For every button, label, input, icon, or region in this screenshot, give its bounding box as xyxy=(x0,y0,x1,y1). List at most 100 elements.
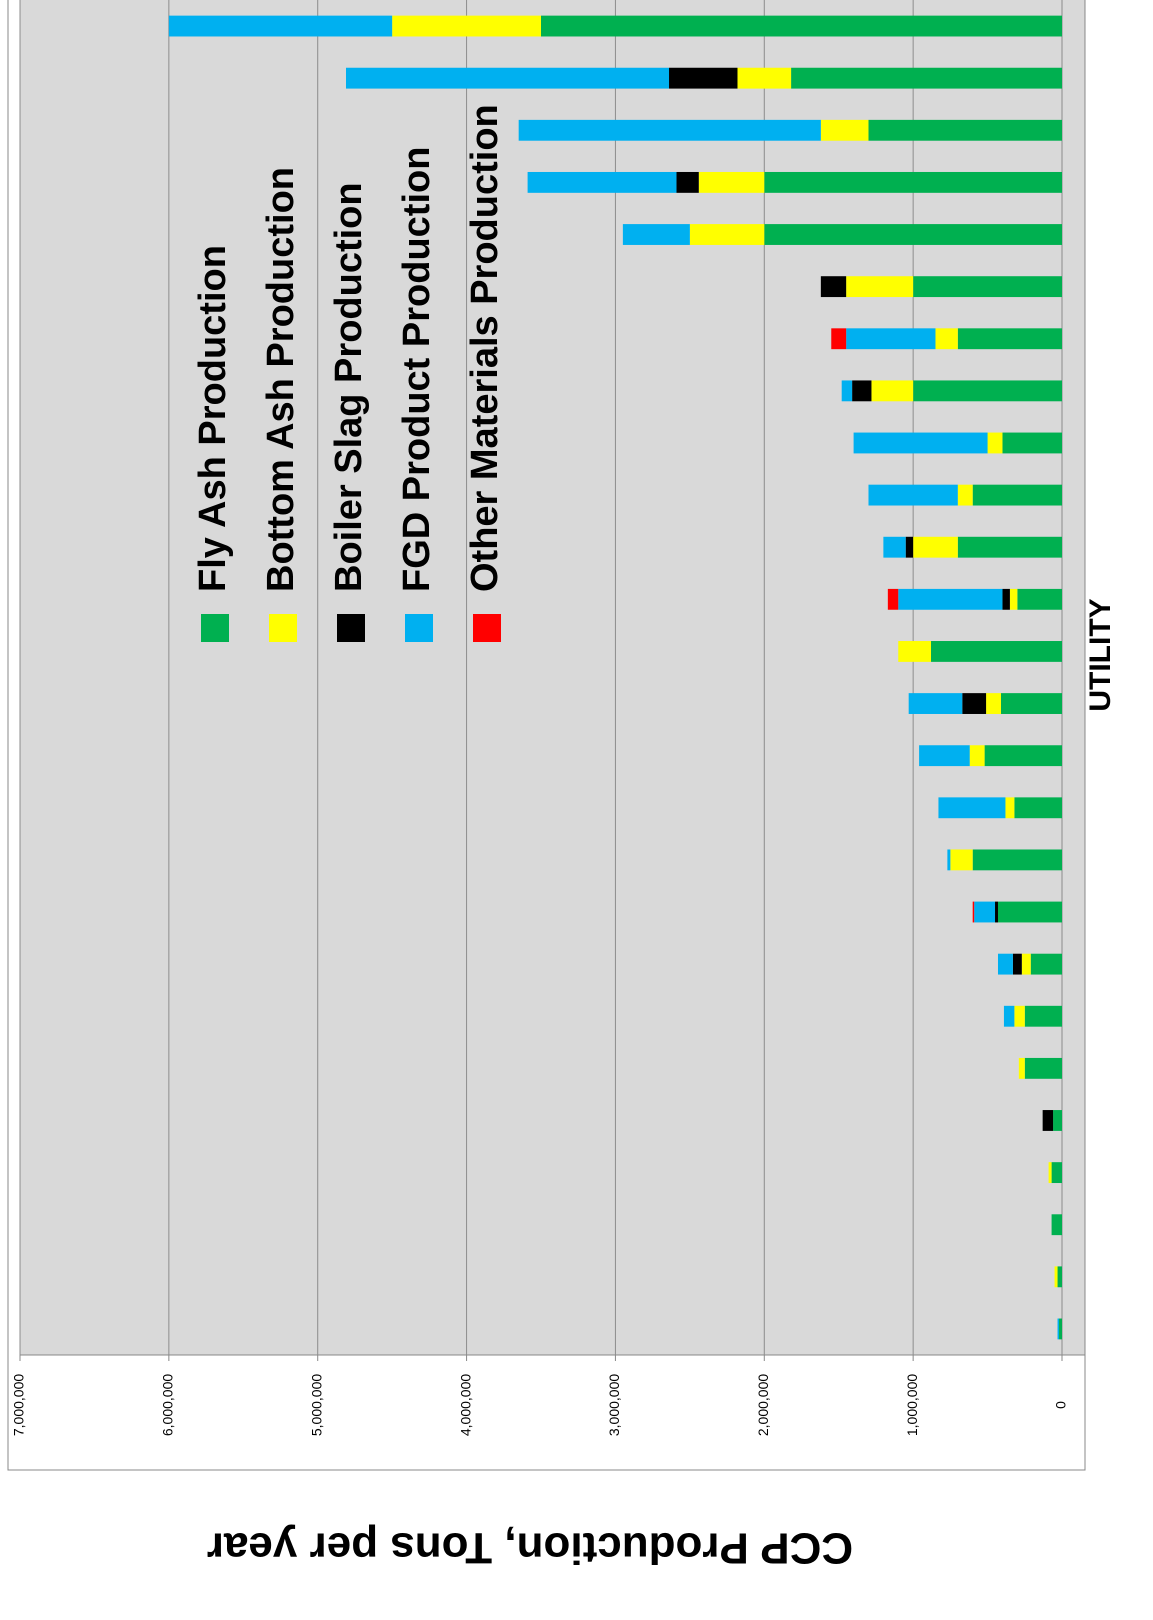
bar-segment xyxy=(905,536,914,558)
y-tick-label: 5,000,000 xyxy=(308,1374,324,1436)
bar-segment xyxy=(791,67,1062,89)
bar-segment xyxy=(883,536,906,558)
bar-segment xyxy=(831,328,847,350)
bar-segment xyxy=(913,380,1062,402)
bar-segment xyxy=(1059,1318,1062,1340)
bar-segment xyxy=(676,171,699,193)
bar-segment xyxy=(871,380,914,402)
bar-segment xyxy=(846,276,914,298)
bar-segment xyxy=(541,15,1062,37)
legend-label: Bottom Ash Production xyxy=(260,167,302,592)
y-tick-label: 4,000,000 xyxy=(457,1374,473,1436)
bar-segment xyxy=(947,849,951,871)
y-tick-label: 0 xyxy=(1053,1401,1069,1409)
bar-segment xyxy=(764,171,1062,193)
bar-segment xyxy=(852,380,872,402)
bar-segment xyxy=(972,484,1062,506)
bar-segment xyxy=(1005,797,1015,819)
bar-segment xyxy=(984,745,1062,767)
bar-segment xyxy=(345,67,670,89)
legend-label: Other Materials Production xyxy=(464,104,506,592)
bar-segment xyxy=(995,901,998,923)
bar-segment xyxy=(689,224,765,245)
y-tick-label: 7,000,000 xyxy=(11,1374,27,1436)
bar-segment xyxy=(1048,1162,1052,1184)
bar-segment xyxy=(1051,1214,1062,1236)
bar-segment xyxy=(950,849,973,871)
bar-segment xyxy=(1030,953,1062,975)
bar-segment xyxy=(846,328,936,350)
bar-segment xyxy=(1009,588,1018,610)
bar-segment xyxy=(698,171,765,193)
bar-segment xyxy=(1054,1266,1058,1288)
legend-swatch xyxy=(269,614,297,642)
bar-segment xyxy=(1021,953,1031,975)
bar-segment xyxy=(908,693,963,714)
bar-segment xyxy=(1017,588,1062,610)
y-tick-label: 3,000,000 xyxy=(606,1374,622,1436)
bar-segment xyxy=(919,745,970,767)
bar-segment xyxy=(764,224,1062,245)
bar-segment xyxy=(1012,953,1022,975)
y-tick-label: 1,000,000 xyxy=(904,1374,920,1436)
bar-segment xyxy=(168,15,393,37)
bar-segment xyxy=(972,849,1062,871)
bar-segment xyxy=(1051,1162,1062,1184)
legend-swatch xyxy=(473,614,501,642)
bar-segment xyxy=(1014,797,1062,819)
bar-segment xyxy=(820,276,847,298)
bar-segment xyxy=(898,641,932,662)
bar-segment xyxy=(997,953,1013,975)
bar-segment xyxy=(853,432,988,454)
bar-segment xyxy=(1042,1110,1054,1131)
bar-segment xyxy=(935,328,958,350)
bar-segment xyxy=(957,484,973,506)
bar-segment xyxy=(957,536,1062,558)
bar-segment xyxy=(969,745,985,767)
x-axis-label: UTILITY xyxy=(1084,598,1117,711)
bar-segment xyxy=(868,484,958,506)
bar-segment xyxy=(1024,1005,1062,1027)
bar-segment xyxy=(669,67,738,89)
bar-segment xyxy=(913,276,1062,298)
bar-segment xyxy=(1057,1318,1060,1340)
bar-segment xyxy=(887,588,899,610)
bar-segment xyxy=(913,536,958,558)
bar-segment xyxy=(1002,432,1062,454)
legend-label: Fly Ash Production xyxy=(192,245,234,592)
legend-swatch xyxy=(405,614,433,642)
chart-title: CCP Production, Tons per year xyxy=(207,1523,853,1572)
bar-segment xyxy=(841,380,853,402)
bar-segment xyxy=(972,901,975,923)
bar-segment xyxy=(622,224,690,245)
bar-segment xyxy=(898,588,1003,610)
y-tick-label: 2,000,000 xyxy=(755,1374,771,1436)
bar-segment xyxy=(987,432,1003,454)
bar-segment xyxy=(1014,1005,1025,1027)
bar-segment xyxy=(527,171,677,193)
bar-segment xyxy=(1018,1057,1025,1079)
bar-segment xyxy=(868,119,1062,141)
bar-segment xyxy=(518,119,821,141)
bar-segment xyxy=(820,119,869,141)
bar-segment xyxy=(737,67,792,89)
bar-segment xyxy=(997,901,1062,923)
bar-segment xyxy=(962,693,987,714)
bar-segment xyxy=(986,693,1001,714)
bar-segment xyxy=(1000,693,1062,714)
bar-segment xyxy=(931,641,1062,662)
bar-segment xyxy=(1057,1266,1062,1288)
bar-segment xyxy=(957,328,1062,350)
bar-segment xyxy=(1003,1005,1015,1027)
plot-area xyxy=(19,0,1086,1356)
bar-segment xyxy=(974,901,996,923)
legend-swatch xyxy=(201,614,229,642)
bar-segment xyxy=(938,797,1006,819)
legend-label: Boiler Slag Production xyxy=(328,182,370,592)
bar-segment xyxy=(392,15,541,37)
bar-segment xyxy=(1002,588,1010,610)
y-tick-label: 6,000,000 xyxy=(160,1374,176,1436)
bar-segment xyxy=(1024,1057,1062,1079)
legend-swatch xyxy=(337,614,365,642)
